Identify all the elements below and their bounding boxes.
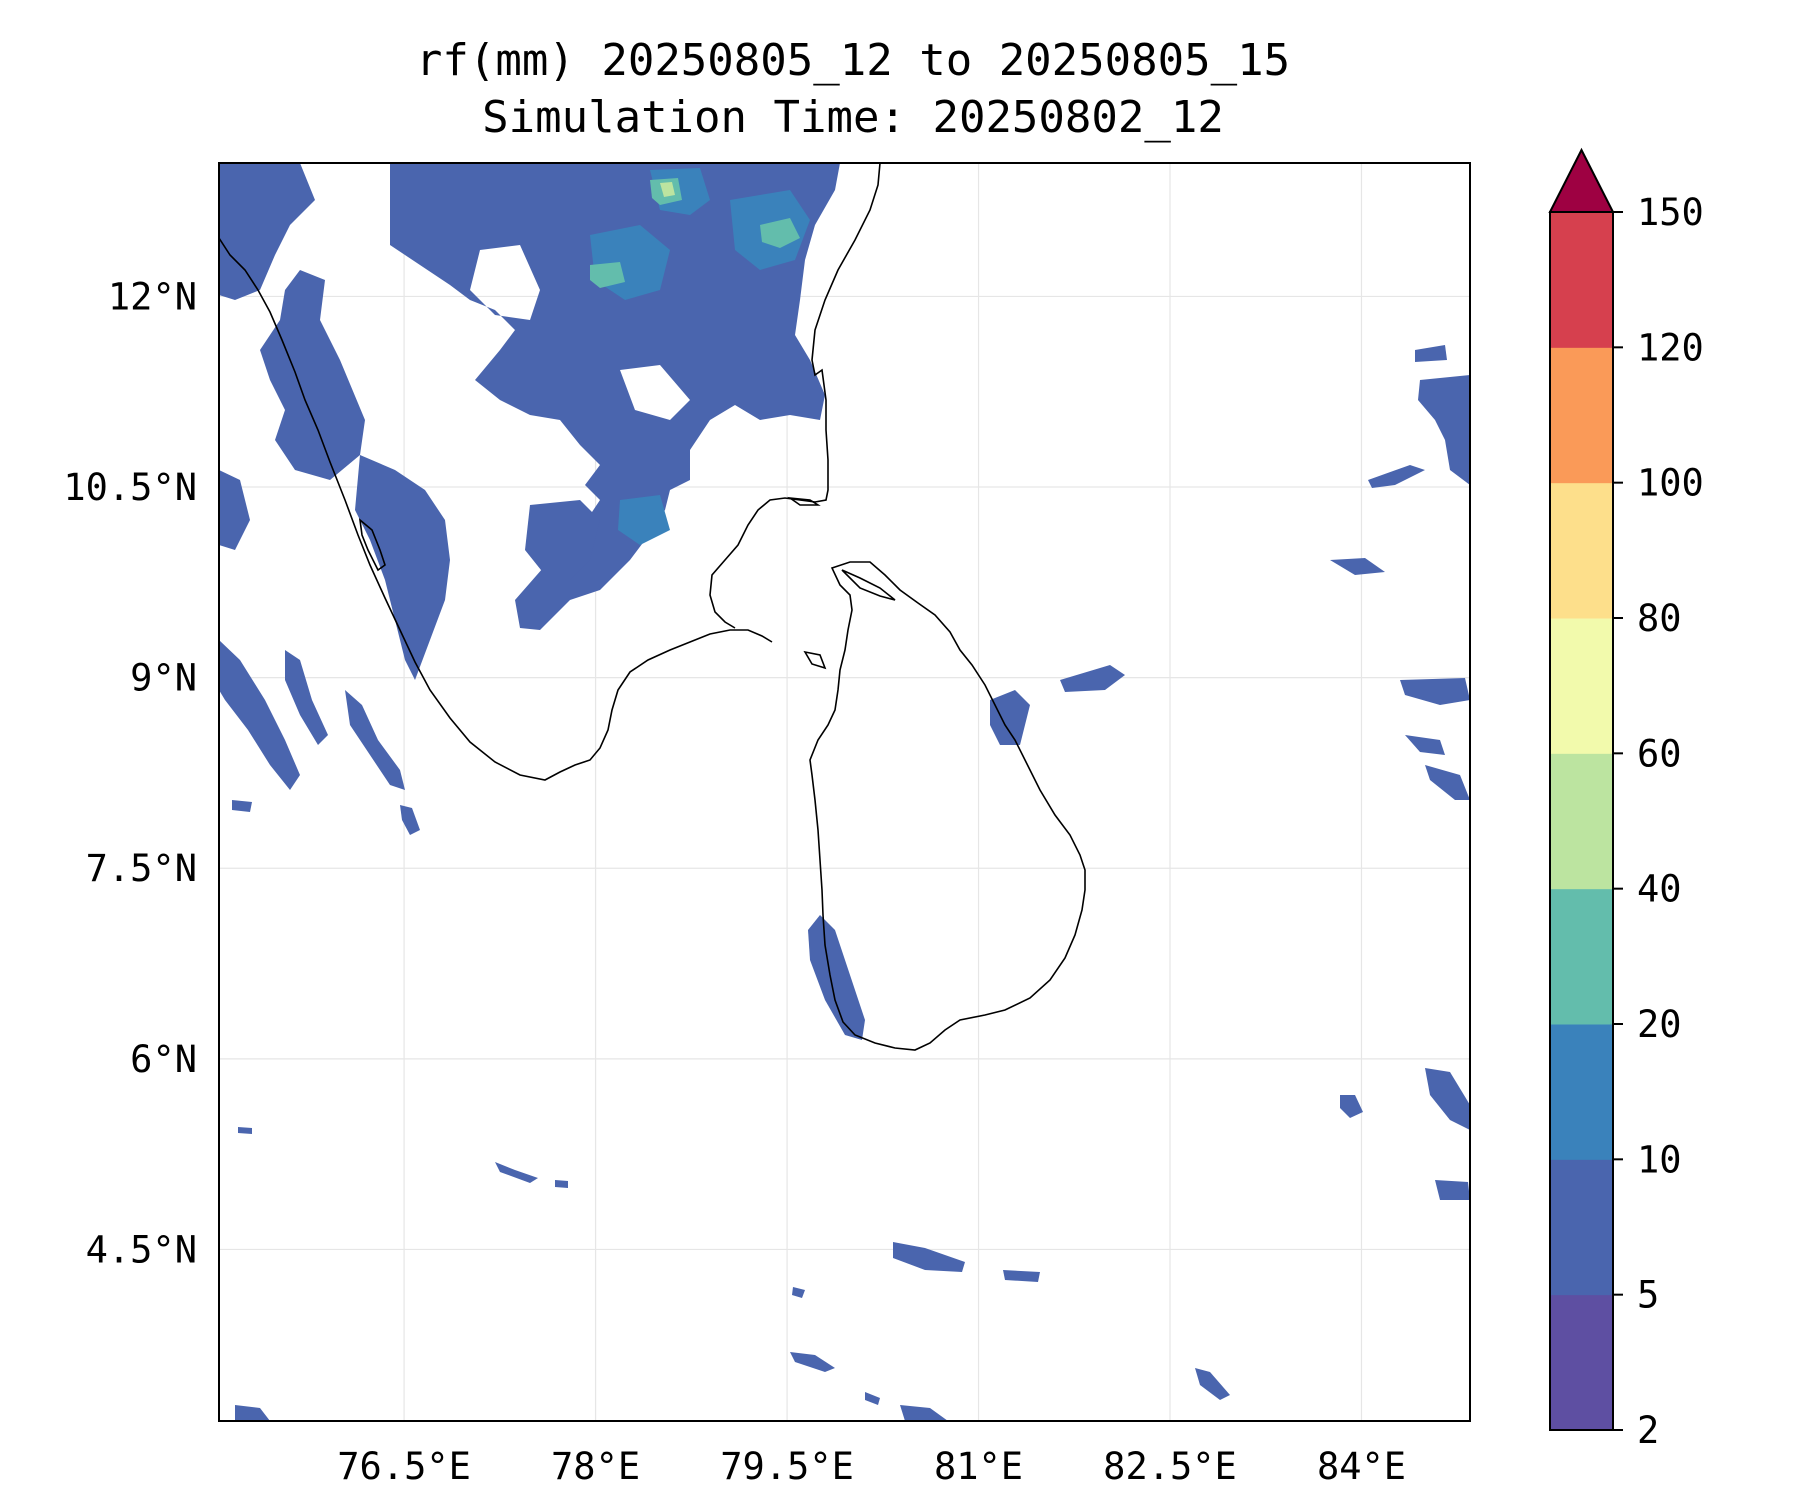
colorbar-extend-max-arrow bbox=[1548, 147, 1615, 213]
colorbar: 2 5 10 20 40 60 80 100 120 150 bbox=[1548, 147, 1704, 1452]
rain-patch-south-6 bbox=[495, 1162, 538, 1183]
rain-patch-south-1 bbox=[893, 1242, 965, 1272]
rain-patch-east-6 bbox=[1405, 735, 1445, 755]
lon-tick-label: 79.5°E bbox=[720, 1445, 854, 1488]
colorbar-tick-label: 80 bbox=[1637, 597, 1682, 640]
colorbar-tick-label: 10 bbox=[1637, 1138, 1682, 1181]
srilanka-west-islet bbox=[803, 650, 827, 670]
rain-patch-south-11 bbox=[792, 1287, 805, 1298]
colorbar-tick-label: 5 bbox=[1637, 1274, 1659, 1317]
india-west-backwater bbox=[358, 518, 386, 572]
colorbar-tick-label: 2 bbox=[1637, 1409, 1659, 1452]
lat-tick-label: 7.5°N bbox=[86, 847, 197, 890]
rain-patch-west-strip-2 bbox=[285, 650, 328, 745]
india-southeast-coastline bbox=[709, 163, 881, 629]
lat-tick-label: 4.5°N bbox=[86, 1228, 197, 1271]
colorbar-tick-label: 60 bbox=[1637, 732, 1682, 775]
rain-patch-east-9 bbox=[1340, 1095, 1363, 1118]
rainfall-contours bbox=[219, 163, 1470, 1421]
rain-patch-south-8 bbox=[865, 1392, 880, 1405]
rain-patch-east-7 bbox=[1425, 765, 1470, 800]
india-southwest-coastline bbox=[219, 237, 773, 781]
rain-patch-kerala-mid bbox=[260, 270, 365, 480]
colorbar-segment bbox=[1550, 753, 1613, 890]
figure-title-line2: Simulation Time: 20250802_12 bbox=[482, 92, 1224, 143]
srilanka-jaffna-lagoon bbox=[841, 569, 896, 601]
map-plot-area: 76.5°E 78°E 79.5°E 81°E 82.5°E 84°E 12°N 10.5°… bbox=[63, 162, 1471, 1488]
rain-patch-north-central bbox=[390, 163, 840, 630]
colorbar-segment bbox=[1550, 1294, 1613, 1431]
rain-patch-east-2 bbox=[1418, 375, 1470, 485]
rain-patch-east-5 bbox=[1400, 678, 1470, 705]
longitude-axis: 76.5°E 78°E 79.5°E 81°E 82.5°E 84°E bbox=[337, 1445, 1406, 1488]
rain-patch-south-4 bbox=[1195, 1368, 1230, 1400]
rain-patch-east-3 bbox=[1368, 465, 1425, 488]
colorbar-segment bbox=[1550, 482, 1613, 619]
rain-patch-south-2 bbox=[1003, 1270, 1040, 1282]
colorbar-frame bbox=[1549, 211, 1614, 1431]
figure-title-line1: rf(mm) 20250805_12 to 20250805_15 bbox=[416, 35, 1290, 86]
lon-tick-label: 78°E bbox=[551, 1445, 640, 1488]
colorbar-tick-label: 20 bbox=[1637, 1003, 1682, 1046]
colorbar-segment bbox=[1550, 888, 1613, 1025]
rain-patch-east-8 bbox=[1425, 1068, 1470, 1130]
rain-patch-south-9 bbox=[238, 1127, 252, 1134]
rain-patch-west-small-1 bbox=[232, 800, 252, 812]
colorbar-tick-label: 120 bbox=[1637, 326, 1704, 369]
colorbar-segment bbox=[1550, 1024, 1613, 1160]
rain-patch-west-strip-3 bbox=[345, 690, 405, 790]
colorbar-segment bbox=[1550, 1159, 1613, 1296]
latitude-axis: 12°N 10.5°N 9°N 7.5°N 6°N 4.5°N bbox=[63, 275, 197, 1271]
rain-patch-kerala-north bbox=[219, 163, 315, 300]
map-background bbox=[219, 163, 1470, 1421]
rain-patch-west-small-2 bbox=[400, 805, 420, 835]
rain-patch-srilanka-sw bbox=[808, 915, 865, 1040]
colorbar-segment bbox=[1550, 212, 1613, 348]
lon-tick-label: 82.5°E bbox=[1103, 1445, 1237, 1488]
colorbar-top-label: 150 bbox=[1637, 191, 1704, 234]
colorbar-tick-label: 100 bbox=[1637, 462, 1704, 505]
lon-tick-label: 76.5°E bbox=[337, 1445, 471, 1488]
srilanka-coastline bbox=[809, 561, 1086, 1051]
lat-tick-label: 12°N bbox=[108, 275, 197, 318]
rain-patch-srilanka-ne bbox=[990, 690, 1030, 745]
colorbar-segment bbox=[1550, 347, 1613, 484]
rain-patch-western-ghats bbox=[355, 455, 450, 680]
rain-patch-south-3 bbox=[790, 1352, 835, 1372]
colorbar-segment bbox=[1550, 618, 1613, 754]
palk-strait-islet bbox=[787, 496, 821, 506]
rain-cell-10-20-d bbox=[618, 495, 670, 545]
rain-patch-east-1 bbox=[1415, 345, 1447, 362]
rain-patch-east-4 bbox=[1330, 558, 1385, 575]
rain-cell-40-60 bbox=[660, 182, 675, 197]
coastlines bbox=[219, 163, 1086, 1051]
lat-tick-label: 6°N bbox=[130, 1038, 197, 1081]
rain-cell-20-40-b bbox=[760, 218, 800, 248]
rain-patch-kerala-south bbox=[219, 470, 250, 550]
rain-patch-south-5 bbox=[900, 1405, 948, 1421]
colorbar-tick-label: 40 bbox=[1637, 868, 1682, 911]
rain-cell-20-40-a bbox=[590, 262, 625, 288]
rain-patch-west-strip-1 bbox=[219, 640, 300, 790]
lat-tick-label: 9°N bbox=[130, 657, 197, 700]
rain-patch-bay-east bbox=[1060, 665, 1125, 692]
rain-patch-south-7 bbox=[235, 1405, 270, 1421]
rain-patch-east-10 bbox=[1435, 1180, 1470, 1200]
lat-tick-label: 10.5°N bbox=[63, 466, 197, 509]
lon-tick-label: 84°E bbox=[1317, 1445, 1406, 1488]
rain-patch-south-10 bbox=[555, 1180, 568, 1188]
rain-patch-tamilnadu-west bbox=[525, 500, 600, 580]
map-frame bbox=[218, 162, 1471, 1422]
lon-tick-label: 81°E bbox=[934, 1445, 1023, 1488]
